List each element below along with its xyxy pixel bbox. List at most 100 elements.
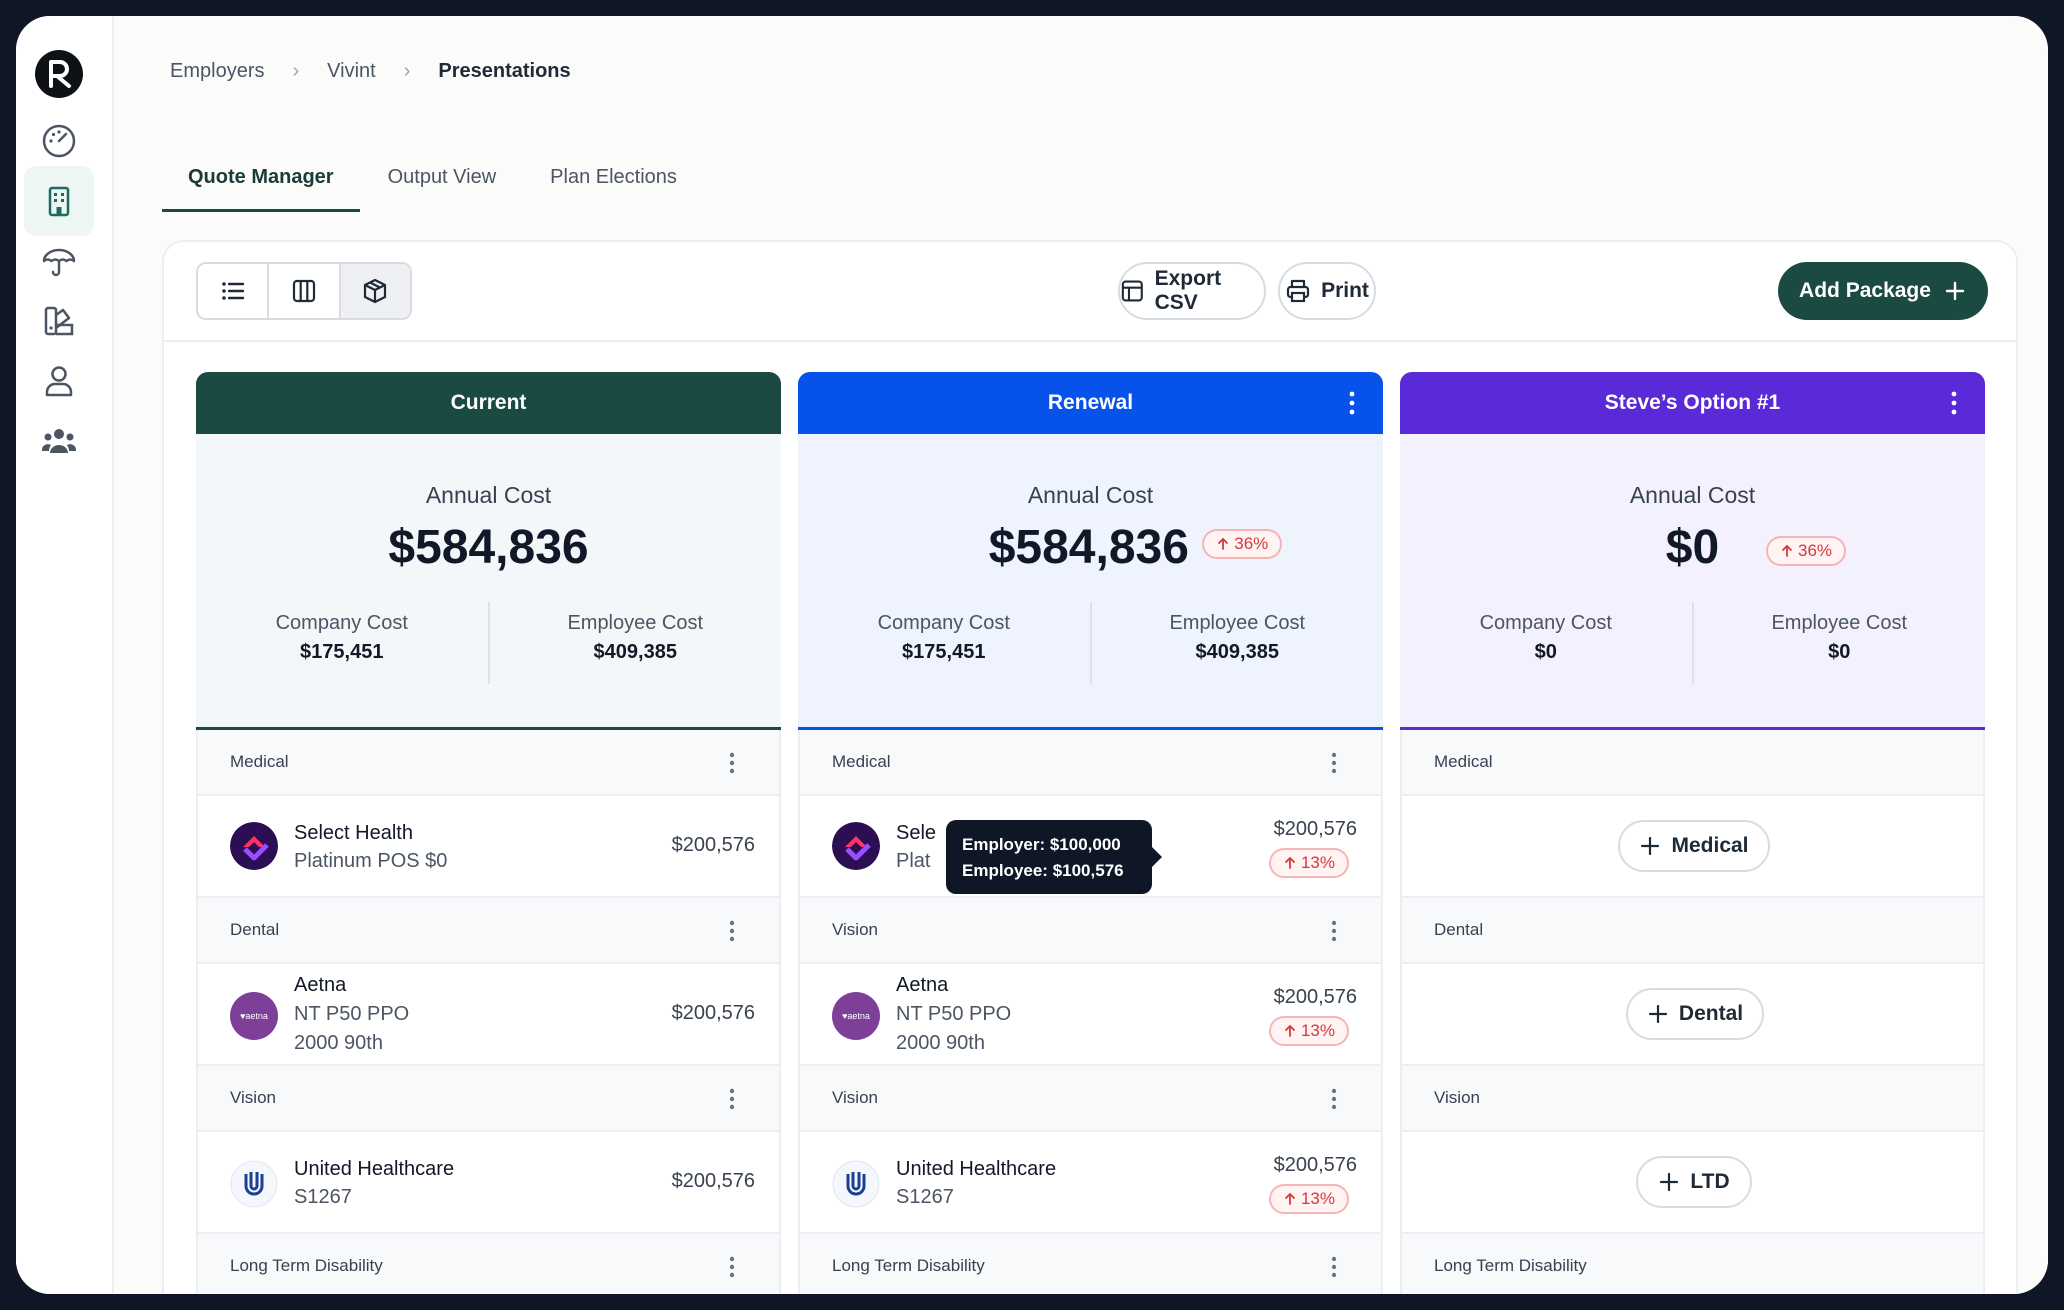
plus-icon — [1945, 281, 1965, 301]
kebab-menu-icon[interactable] — [1331, 1088, 1337, 1110]
plan-row[interactable]: ♥aetna Aetna NT P50 PPO 2000 90th $200,5… — [798, 962, 1383, 1066]
column-view-button[interactable] — [269, 264, 341, 318]
employee-cost-value: $409,385 — [1195, 641, 1279, 663]
section-header: Long Term Disability — [1400, 1234, 1985, 1294]
breadcrumb-vivint[interactable]: Vivint — [327, 60, 376, 82]
tab-plan-elections[interactable]: Plan Elections — [550, 166, 677, 188]
plan-row[interactable]: United Healthcare S1267 $200,576 13% — [798, 1130, 1383, 1234]
kebab-menu-icon[interactable] — [729, 752, 735, 774]
tooltip-employee: Employee: $100,576 — [962, 861, 1124, 880]
united-healthcare-logo-icon — [832, 1160, 880, 1208]
company-cost-value: $0 — [1534, 641, 1557, 663]
package-header: Renewal — [798, 372, 1383, 434]
table-icon — [1121, 280, 1143, 302]
package-icon — [364, 278, 387, 304]
export-csv-button[interactable]: Export CSV — [1118, 262, 1266, 320]
plan-row[interactable]: Select Health Platinum POS $0 $200,576 — [196, 794, 781, 898]
change-badge: 36% — [1766, 536, 1847, 566]
company-cost: Company Cost $175,451 — [798, 602, 1090, 684]
sidebar-item-employers[interactable] — [24, 166, 94, 236]
cost-summary: Annual Cost $584,836 Company Cost $175,4… — [196, 434, 781, 730]
section-title: Medical — [230, 752, 289, 771]
sidebar-item-team[interactable] — [24, 406, 94, 476]
plan-name: NT P50 PPO — [896, 1003, 1012, 1025]
list-view-button[interactable] — [198, 264, 270, 318]
carrier-name: Sele — [896, 822, 937, 844]
section-title: Vision — [1434, 1088, 1480, 1107]
kebab-menu-icon[interactable] — [729, 920, 735, 942]
select-health-logo-icon — [230, 822, 278, 870]
sidebar-item-profile[interactable] — [24, 346, 94, 416]
plan-row-empty: Dental — [1400, 962, 1985, 1066]
employee-cost-label: Employee Cost — [1169, 612, 1306, 634]
carrier-name: Select Health — [294, 822, 413, 844]
annual-cost-label: Annual Cost — [1027, 482, 1154, 508]
add-medical-button[interactable]: Medical — [1618, 820, 1770, 872]
section-header: Vision — [798, 898, 1383, 962]
sidebar-item-plans[interactable] — [24, 286, 94, 356]
change-value: 13% — [1300, 1189, 1335, 1208]
package-view-button[interactable] — [340, 264, 410, 318]
main-content: Employers › Vivint › Presentations Quote… — [114, 16, 2048, 1294]
aetna-logo-icon: ♥aetna — [832, 992, 880, 1040]
company-cost-value: $175,451 — [902, 641, 986, 663]
plan-row[interactable]: ♥aetna Aetna NT P50 PPO 2000 90th $200,5… — [196, 962, 781, 1066]
add-package-label: Add Package — [1799, 279, 1931, 302]
tab-output-view[interactable]: Output View — [387, 166, 497, 188]
kebab-menu-icon[interactable] — [1349, 391, 1355, 415]
kebab-menu-icon[interactable] — [729, 1256, 735, 1278]
tooltip-employer: Employer: $100,000 — [962, 835, 1121, 854]
section-header: Dental — [196, 898, 781, 962]
view-toggle — [196, 262, 412, 320]
package-column-option: Steve’s Option #1 Annual Cost $0 36% Com… — [1400, 372, 1985, 1294]
package-title: Renewal — [1047, 391, 1134, 414]
breadcrumb-presentations: Presentations — [438, 60, 571, 82]
plan-price: $200,576 — [671, 1170, 755, 1192]
section-title: Medical — [832, 752, 891, 771]
add-dental-button[interactable]: Dental — [1626, 988, 1764, 1040]
plan-price: $200,576 — [671, 834, 755, 856]
export-csv-label: Export CSV — [1154, 267, 1222, 314]
employee-cost-label: Employee Cost — [1771, 612, 1908, 634]
plan-row[interactable]: United Healthcare S1267 $200,576 — [196, 1130, 781, 1234]
sidebar-item-dashboard[interactable] — [24, 106, 94, 176]
company-cost: Company Cost $175,451 — [196, 602, 488, 684]
plan-name: S1267 — [896, 1186, 954, 1208]
kebab-menu-icon[interactable] — [729, 1088, 735, 1110]
plan-price: $200,576 — [1273, 818, 1357, 840]
swatches-icon — [44, 306, 74, 336]
kebab-menu-icon[interactable] — [1331, 752, 1337, 774]
section-title: Vision — [832, 1088, 878, 1107]
package-header: Steve’s Option #1 — [1400, 372, 1985, 434]
package-title: Current — [450, 391, 527, 414]
columns-icon — [292, 279, 316, 303]
list-icon — [221, 282, 244, 300]
breadcrumb-employers[interactable]: Employers — [170, 60, 265, 82]
tab-quote-manager[interactable]: Quote Manager — [162, 162, 360, 212]
kebab-menu-icon[interactable] — [1951, 391, 1957, 415]
add-dental-label: Dental — [1678, 1002, 1744, 1025]
user-icon — [45, 366, 73, 397]
cost-summary: Annual Cost $584,836 36% Company Cost $1… — [798, 434, 1383, 730]
kebab-menu-icon[interactable] — [1331, 1256, 1337, 1278]
arrow-up-icon — [1285, 1024, 1295, 1037]
add-package-button[interactable]: Add Package — [1778, 262, 1988, 320]
section-title: Long Term Disability — [1434, 1256, 1587, 1275]
add-ltd-button[interactable]: LTD — [1636, 1156, 1752, 1208]
select-health-logo-icon — [832, 822, 880, 870]
plan-name: Plat — [896, 850, 931, 872]
sidebar-item-coverage[interactable] — [24, 226, 94, 296]
section-header: Vision — [196, 1066, 781, 1130]
annual-cost-row: $0 — [1400, 520, 1985, 575]
employee-cost-value: $0 — [1828, 641, 1851, 663]
arrow-up-icon — [1285, 1192, 1295, 1205]
kebab-menu-icon[interactable] — [1331, 920, 1337, 942]
tab-bar: Quote Manager Output View Plan Elections — [162, 162, 703, 212]
printer-icon — [1286, 279, 1310, 303]
change-value: 36% — [1798, 541, 1833, 560]
app-logo[interactable] — [35, 50, 83, 98]
arrow-up-icon — [1285, 856, 1295, 869]
print-button[interactable]: Print — [1278, 262, 1376, 320]
section-title: Vision — [832, 920, 878, 939]
quote-panel: Export CSV Print Add Package Current Ann… — [162, 240, 2018, 1294]
